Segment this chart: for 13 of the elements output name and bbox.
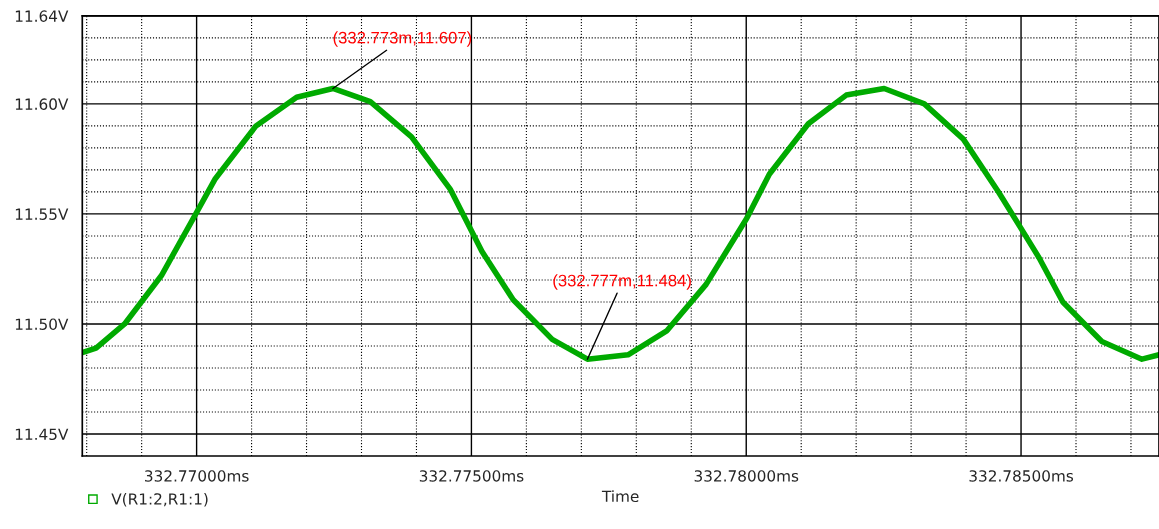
legend-label: V(R1:2,R1:1): [111, 492, 208, 507]
annotation: (332.773m,11.607): [333, 31, 472, 47]
y-tick-label: 11.64V: [15, 10, 69, 22]
x-tick-label: 332.78000ms: [694, 470, 799, 482]
x-axis-title: Time: [601, 490, 639, 503]
x-tick-label: 332.77000ms: [145, 470, 249, 482]
x-tick-label: 332.77500ms: [419, 470, 524, 482]
y-tick-label: 11.50V: [15, 318, 69, 330]
y-tick-label: 11.60V: [15, 98, 69, 110]
annotation: (332.777m,11.484): [553, 274, 691, 290]
y-tick-label: 11.45V: [15, 428, 69, 441]
x-tick-label: 332.78500ms: [969, 470, 1074, 482]
y-tick-label: 11.55V: [15, 208, 69, 220]
